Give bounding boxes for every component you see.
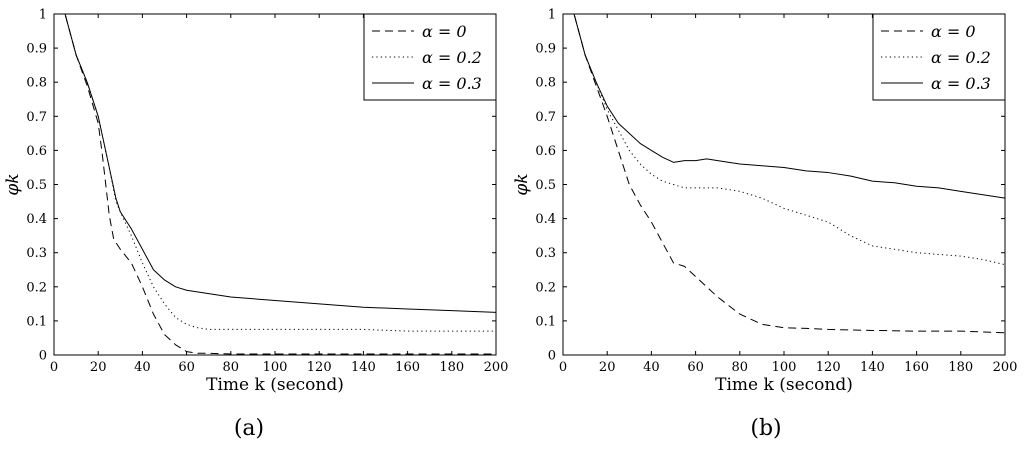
legend-label: α = 0.3: [422, 74, 482, 93]
y-tick-label: 0.1: [26, 314, 47, 329]
chart-panel-b: 0 20 40 60 80 100 120 140 160 180 200 0 0.1 0.2 0.3 0.4…: [512, 8, 1017, 396]
y-tick-label: 0.7: [26, 110, 47, 125]
y-tick-label: 0.1: [535, 314, 556, 329]
y-tick-label: 0.4: [535, 212, 556, 227]
y-tick-label: 0.9: [535, 42, 556, 57]
x-tick-label: 60: [687, 360, 704, 375]
legend-label: α = 0.2: [931, 48, 991, 67]
x-tick-label: 160: [395, 360, 420, 375]
x-tick-label: 140: [860, 360, 885, 375]
y-tick-label: 0.8: [26, 76, 47, 91]
x-tick-label: 120: [816, 360, 841, 375]
y-tick-label: 0.5: [535, 178, 556, 193]
y-tick-label: 1: [548, 8, 556, 23]
y-tick-label: 0.9: [26, 42, 47, 57]
y-tick-label: 0.2: [26, 280, 47, 295]
x-tick-label: 200: [993, 360, 1018, 375]
x-tick-label: 40: [643, 360, 660, 375]
series-line-dashed: [563, 13, 1006, 334]
panel-a-caption: (a): [233, 416, 265, 441]
y-tick-label: 0.6: [26, 144, 47, 159]
y-tick-label: 0: [39, 349, 47, 364]
series-line-dotted: [563, 13, 1006, 266]
series-line-dashed: [54, 13, 496, 355]
y-tick-label: 1: [39, 8, 47, 23]
x-tick-label: 100: [772, 360, 797, 375]
series-line-solid: [54, 13, 497, 313]
x-axis-label: Time k (second): [715, 375, 853, 395]
y-axis-label: φk: [3, 173, 23, 195]
x-tick-label: 60: [178, 360, 195, 375]
legend: α = 0 α = 0.2 α = 0.3: [872, 13, 1006, 101]
x-tick-label: 120: [307, 360, 332, 375]
x-tick-label: 80: [732, 360, 749, 375]
y-tick-label: 0.6: [535, 144, 556, 159]
y-tick-label: 0.3: [26, 246, 47, 261]
panel-b-caption: (b): [750, 416, 782, 441]
x-tick-label: 180: [948, 360, 973, 375]
x-tick-label: 100: [263, 360, 288, 375]
x-tick-label: 40: [134, 360, 151, 375]
y-tick-label: 0.4: [26, 212, 47, 227]
x-tick-label: 200: [484, 360, 509, 375]
y-tick-label: 0.5: [26, 178, 47, 193]
x-tick-label: 0: [559, 360, 567, 375]
y-tick-label: 0.3: [535, 246, 556, 261]
y-tick-label: 0: [548, 349, 556, 364]
x-tick-label: 140: [351, 360, 376, 375]
x-tick-label: 160: [904, 360, 929, 375]
series-line-solid: [563, 13, 1006, 199]
y-tick-label: 0.7: [535, 110, 556, 125]
y-tick-label: 0.2: [535, 280, 556, 295]
x-axis-label: Time k (second): [206, 375, 344, 395]
legend: α = 0 α = 0.2 α = 0.3: [363, 13, 497, 101]
legend-label: α = 0: [931, 22, 976, 41]
y-axis-label: φk: [512, 173, 532, 195]
x-tick-label: 20: [599, 360, 616, 375]
x-tick-label: 80: [223, 360, 240, 375]
y-tick-label: 0.8: [535, 76, 556, 91]
legend-label: α = 0: [422, 22, 467, 41]
chart-panel-a: 0 20 40 60 80 100 120 140 160 180 200 0 0.1 0.2 0.3 0.4…: [3, 8, 508, 396]
x-tick-label: 0: [50, 360, 58, 375]
legend-label: α = 0.3: [931, 74, 991, 93]
x-tick-label: 180: [439, 360, 464, 375]
x-tick-label: 20: [90, 360, 107, 375]
legend-label: α = 0.2: [422, 48, 482, 67]
